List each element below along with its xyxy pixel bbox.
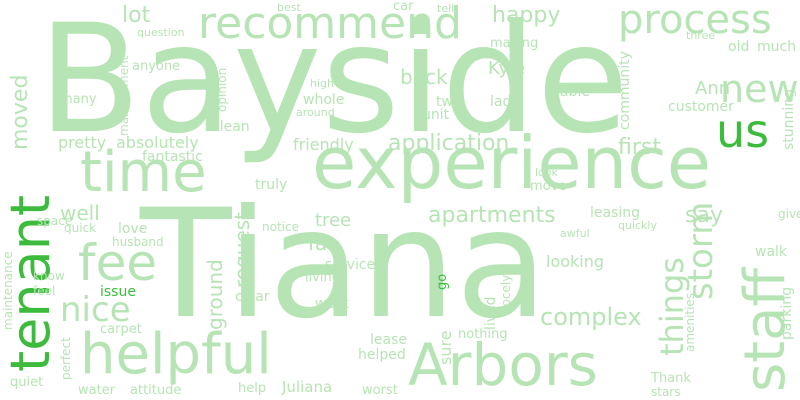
word-lot: lot <box>122 3 151 28</box>
word-us: us <box>716 104 770 158</box>
word-helped: helped <box>358 347 406 363</box>
word-time: time <box>80 140 207 205</box>
word-say: say <box>685 203 723 228</box>
word-issue: issue <box>100 284 136 300</box>
word-making: making <box>490 36 539 51</box>
word-service: service <box>325 257 376 273</box>
word-customer: customer <box>668 99 734 115</box>
word-nothing: nothing <box>458 327 508 342</box>
word-car: car <box>393 0 414 14</box>
word-water: water <box>78 383 116 398</box>
word-looking: looking <box>546 252 605 271</box>
word-experience: experience <box>312 121 712 205</box>
word-parking: parking <box>779 287 795 340</box>
word-opinion: opinion <box>215 67 229 112</box>
word-love: love <box>118 221 148 237</box>
word-quick: quick <box>64 221 97 235</box>
word-go: go <box>435 273 450 290</box>
word-arbors: Arbors <box>408 331 598 399</box>
word-moved: moved <box>8 74 33 150</box>
word-thank: Thank <box>651 371 691 386</box>
word-community: community <box>617 51 633 130</box>
word-kyle: Kyle <box>488 58 526 79</box>
word-carpet: carpet <box>100 322 142 337</box>
word-anyone: anyone <box>132 59 181 74</box>
word-husband: husband <box>112 235 164 249</box>
word-process: process <box>618 0 772 43</box>
word-help: help <box>238 381 267 396</box>
word-friendly: friendly <box>293 135 354 154</box>
word-ground: ground <box>203 259 227 330</box>
word-give: give <box>778 207 800 221</box>
word-whole: whole <box>303 92 345 108</box>
word-pretty: pretty <box>58 133 107 152</box>
word-tell: tell <box>437 2 455 15</box>
word-work: work <box>315 296 349 312</box>
word-clean: clean <box>212 119 250 135</box>
word-leasing: leasing <box>590 205 641 221</box>
word-awful: awful <box>560 227 590 240</box>
word-space: space <box>37 214 73 228</box>
word-much: much <box>757 39 797 55</box>
word-attitude: attitude <box>130 383 182 398</box>
word-far: far <box>308 231 336 255</box>
word-quickly: quickly <box>618 219 657 232</box>
word-notice: notice <box>262 220 299 234</box>
word-new: new <box>720 67 799 111</box>
word-well: well <box>60 201 100 225</box>
word-three: three <box>686 29 716 42</box>
word-stunning: stunning <box>781 88 797 150</box>
word-clear: clear <box>235 289 270 305</box>
word-complex: complex <box>540 303 642 331</box>
word-fantastic: fantastic <box>142 149 203 165</box>
word-amenities: amenities <box>683 292 697 352</box>
word-perfect: perfect <box>59 337 73 380</box>
word-quiet: quiet <box>10 375 44 390</box>
word-fee: fee <box>78 234 158 292</box>
word-tree: tree <box>315 210 352 231</box>
word-first: first <box>618 135 661 160</box>
word-apartments: apartments <box>428 203 556 228</box>
word-application: application <box>388 131 510 156</box>
word-lady: lady <box>490 94 520 110</box>
word-ann: Ann <box>695 78 731 99</box>
word-able: able <box>560 84 590 100</box>
word-living: living <box>305 270 341 285</box>
word-absolutely: absolutely <box>116 133 199 152</box>
word-sure: sure <box>436 330 455 365</box>
word-unit: unit <box>422 107 450 123</box>
word-walk: walk <box>755 244 788 260</box>
word-best: best <box>277 1 301 14</box>
word-helpful: helpful <box>80 322 272 387</box>
word-high: high <box>310 77 334 90</box>
word-around: around <box>296 106 335 119</box>
word-truly: truly <box>255 177 288 193</box>
word-lived: lived <box>483 296 499 330</box>
word-tiana: Tiana <box>140 178 548 352</box>
word-move: move <box>530 179 567 194</box>
word-worst: worst <box>362 383 398 398</box>
word-many: many <box>60 92 97 107</box>
word-lease: lease <box>370 332 407 348</box>
word-jocelyn: Jocelyn <box>499 267 513 310</box>
word-management: management <box>117 55 131 136</box>
word-know: know <box>33 269 65 283</box>
word-two: two <box>436 94 462 110</box>
word-old: old <box>728 39 750 55</box>
word-nice: nice <box>60 290 131 330</box>
word-request: request <box>230 211 254 288</box>
word-maintenance: maintenance <box>1 251 15 330</box>
word-back: back <box>400 65 448 89</box>
word-feel: feel <box>33 284 56 298</box>
word-happy: happy <box>492 3 561 28</box>
word-look: look <box>535 166 558 179</box>
word-question: question <box>137 26 185 39</box>
word-bayside: Bayside <box>38 0 629 167</box>
word-recommend: recommend <box>198 0 462 49</box>
word-stars: stars <box>651 385 681 399</box>
word-juliana: Juliana <box>282 378 333 396</box>
